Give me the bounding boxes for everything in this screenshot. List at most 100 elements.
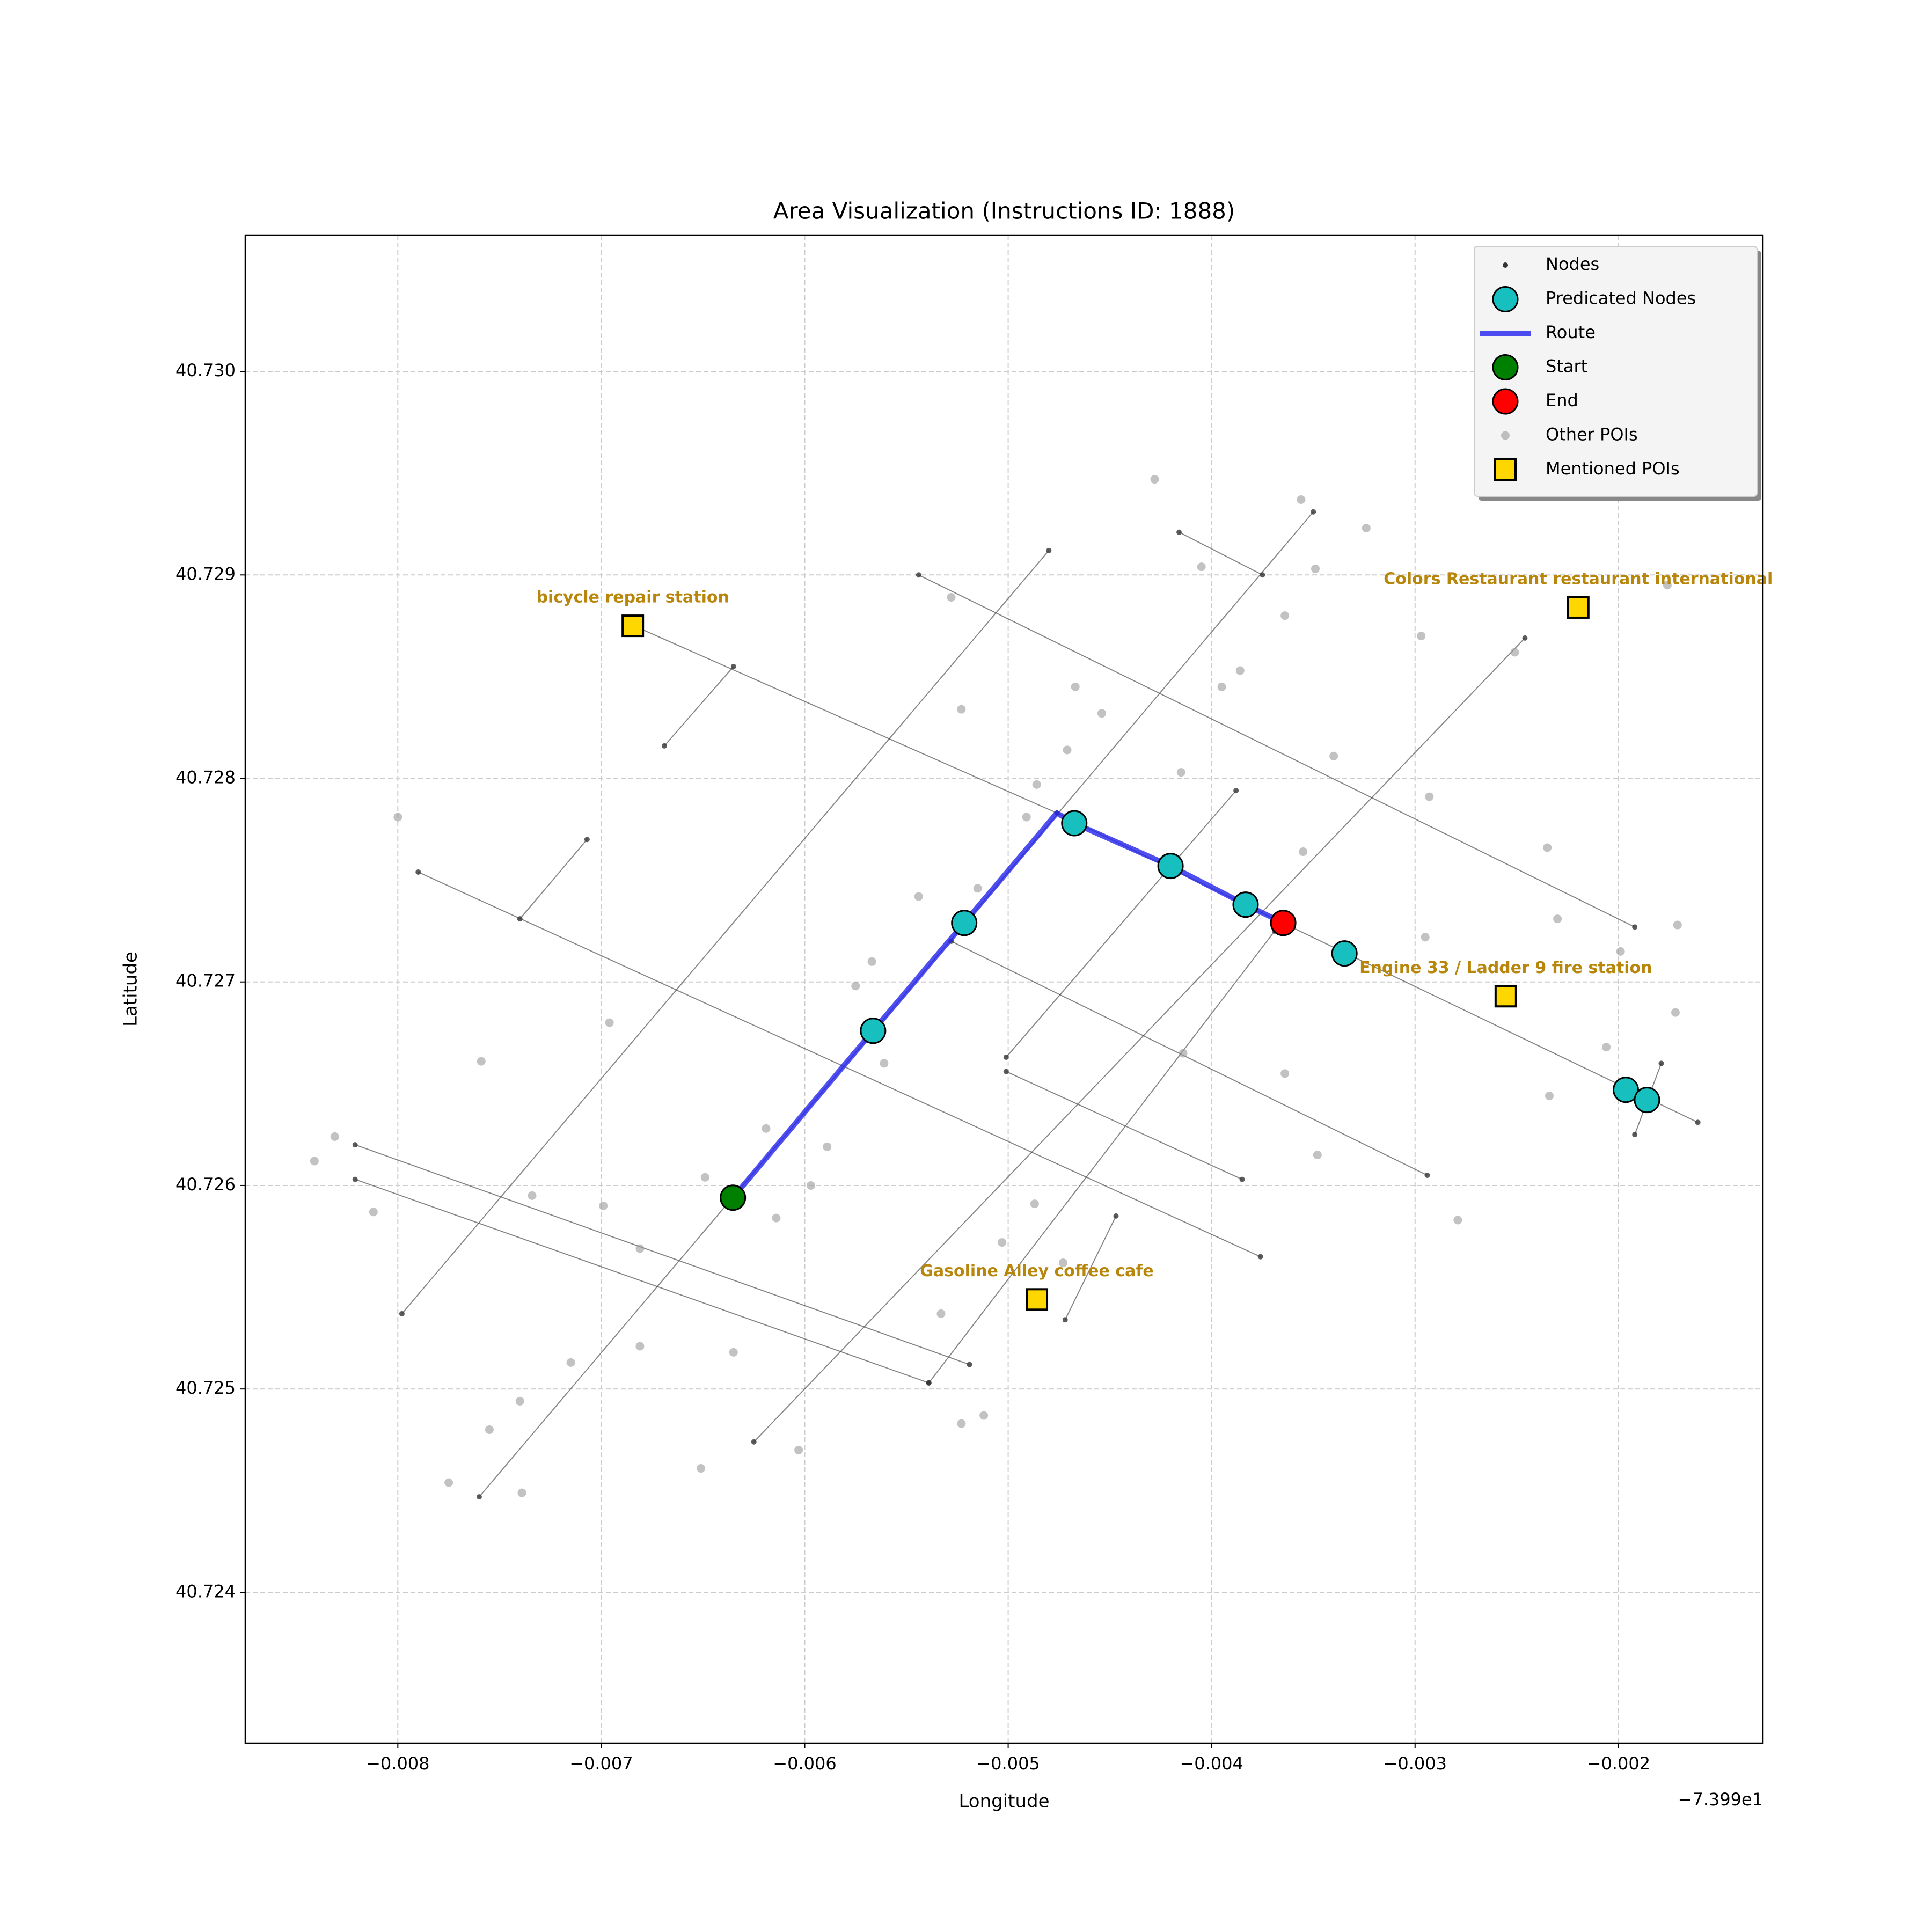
legend-marker <box>1492 388 1519 415</box>
other-poi <box>1176 768 1185 777</box>
other-poi <box>528 1191 537 1200</box>
y-tick-label: 40.725 <box>175 1378 236 1398</box>
other-poi <box>1602 1043 1611 1052</box>
mentioned-poi <box>1494 985 1517 1008</box>
other-poi <box>851 982 860 991</box>
other-poi <box>1311 564 1320 573</box>
node <box>1260 572 1265 578</box>
chart-title: Area Visualization (Instructions ID: 188… <box>773 198 1235 224</box>
other-poi <box>867 957 876 966</box>
street <box>401 550 1050 1314</box>
poi-label: Gasoline Alley coffee cafe <box>920 1262 1153 1280</box>
node <box>926 1380 932 1386</box>
node <box>399 1311 405 1316</box>
node <box>730 663 736 669</box>
legend-label: Predicated Nodes <box>1546 288 1696 309</box>
other-poi <box>1032 780 1041 789</box>
other-poi <box>957 705 966 714</box>
other-poi <box>330 1132 339 1141</box>
node <box>1632 1132 1638 1138</box>
other-poi <box>1030 1199 1039 1209</box>
other-poi <box>393 813 402 822</box>
legend-marker <box>1494 458 1517 481</box>
node <box>1239 1176 1245 1182</box>
other-poi <box>1329 751 1338 760</box>
node <box>916 572 921 578</box>
other-poi <box>998 1238 1007 1247</box>
street <box>1006 790 1236 1058</box>
other-poi <box>1671 1008 1680 1017</box>
other-poi <box>1150 475 1159 484</box>
node <box>1113 1213 1119 1219</box>
other-poi <box>936 1309 946 1318</box>
other-poi <box>880 1059 889 1068</box>
other-poi <box>1553 914 1562 924</box>
x-tick-label: −0.003 <box>1384 1753 1447 1774</box>
street <box>418 872 1261 1257</box>
other-poi <box>1217 682 1226 691</box>
x-tick-label: −0.008 <box>366 1753 429 1774</box>
other-poi <box>1179 1049 1188 1058</box>
other-poi <box>1421 933 1430 942</box>
other-poi <box>1663 581 1672 590</box>
other-poi <box>794 1445 803 1454</box>
node <box>584 837 590 843</box>
other-poi <box>947 593 956 602</box>
other-poi <box>1058 1258 1067 1268</box>
legend-marker <box>1492 286 1519 312</box>
other-poi <box>973 884 982 893</box>
node-marker <box>1061 810 1088 837</box>
node <box>352 1176 358 1182</box>
other-poi <box>599 1201 608 1210</box>
street <box>664 666 734 747</box>
y-tick-label: 40.730 <box>175 360 236 380</box>
node <box>1311 509 1316 515</box>
node-marker <box>1634 1087 1660 1114</box>
mentioned-poi <box>1567 596 1590 619</box>
poi-label: Colors Restaurant restaurant internation… <box>1384 569 1773 588</box>
other-poi <box>1673 920 1682 930</box>
x-tick-label: −0.007 <box>569 1753 633 1774</box>
other-poi <box>485 1425 494 1435</box>
node <box>1632 924 1638 930</box>
x-tick-label: −0.004 <box>1180 1753 1243 1774</box>
x-tick-label: −0.002 <box>1587 1753 1650 1774</box>
legend-label: Start <box>1546 356 1587 377</box>
legend-box <box>1474 246 1758 497</box>
node <box>352 1142 358 1148</box>
node <box>1003 1055 1009 1060</box>
poi-label: bicycle repair station <box>536 588 729 607</box>
node-marker <box>1157 853 1184 880</box>
node <box>1658 1060 1664 1066</box>
node-marker <box>1612 1077 1639 1103</box>
other-poi <box>1313 1151 1322 1160</box>
other-poi <box>1197 562 1206 572</box>
plot-area: bicycle repair station Colors Restaurant … <box>310 475 1773 1500</box>
node <box>1522 635 1528 641</box>
node <box>967 1362 972 1367</box>
other-poi <box>1417 632 1426 641</box>
legend-marker <box>1503 262 1508 268</box>
other-poi <box>914 892 923 901</box>
legend-marker <box>1492 354 1519 380</box>
street <box>1006 1071 1242 1180</box>
plot-frame <box>244 234 1764 1744</box>
other-poi <box>635 1342 645 1351</box>
x-tick-label: −0.005 <box>976 1753 1040 1774</box>
node <box>751 1439 757 1445</box>
street <box>355 1144 970 1365</box>
node-marker <box>720 1184 747 1211</box>
other-poi <box>697 1464 706 1473</box>
other-poi <box>1022 813 1031 822</box>
node <box>1424 1172 1430 1178</box>
node <box>1233 788 1239 794</box>
other-poi <box>566 1358 575 1367</box>
street <box>1064 1216 1117 1320</box>
other-poi <box>729 1348 738 1357</box>
street <box>519 839 588 919</box>
x-axis-label: Longitude <box>958 1791 1049 1812</box>
other-poi <box>1235 666 1245 675</box>
y-tick-label: 40.726 <box>175 1174 236 1195</box>
other-poi <box>772 1213 781 1223</box>
